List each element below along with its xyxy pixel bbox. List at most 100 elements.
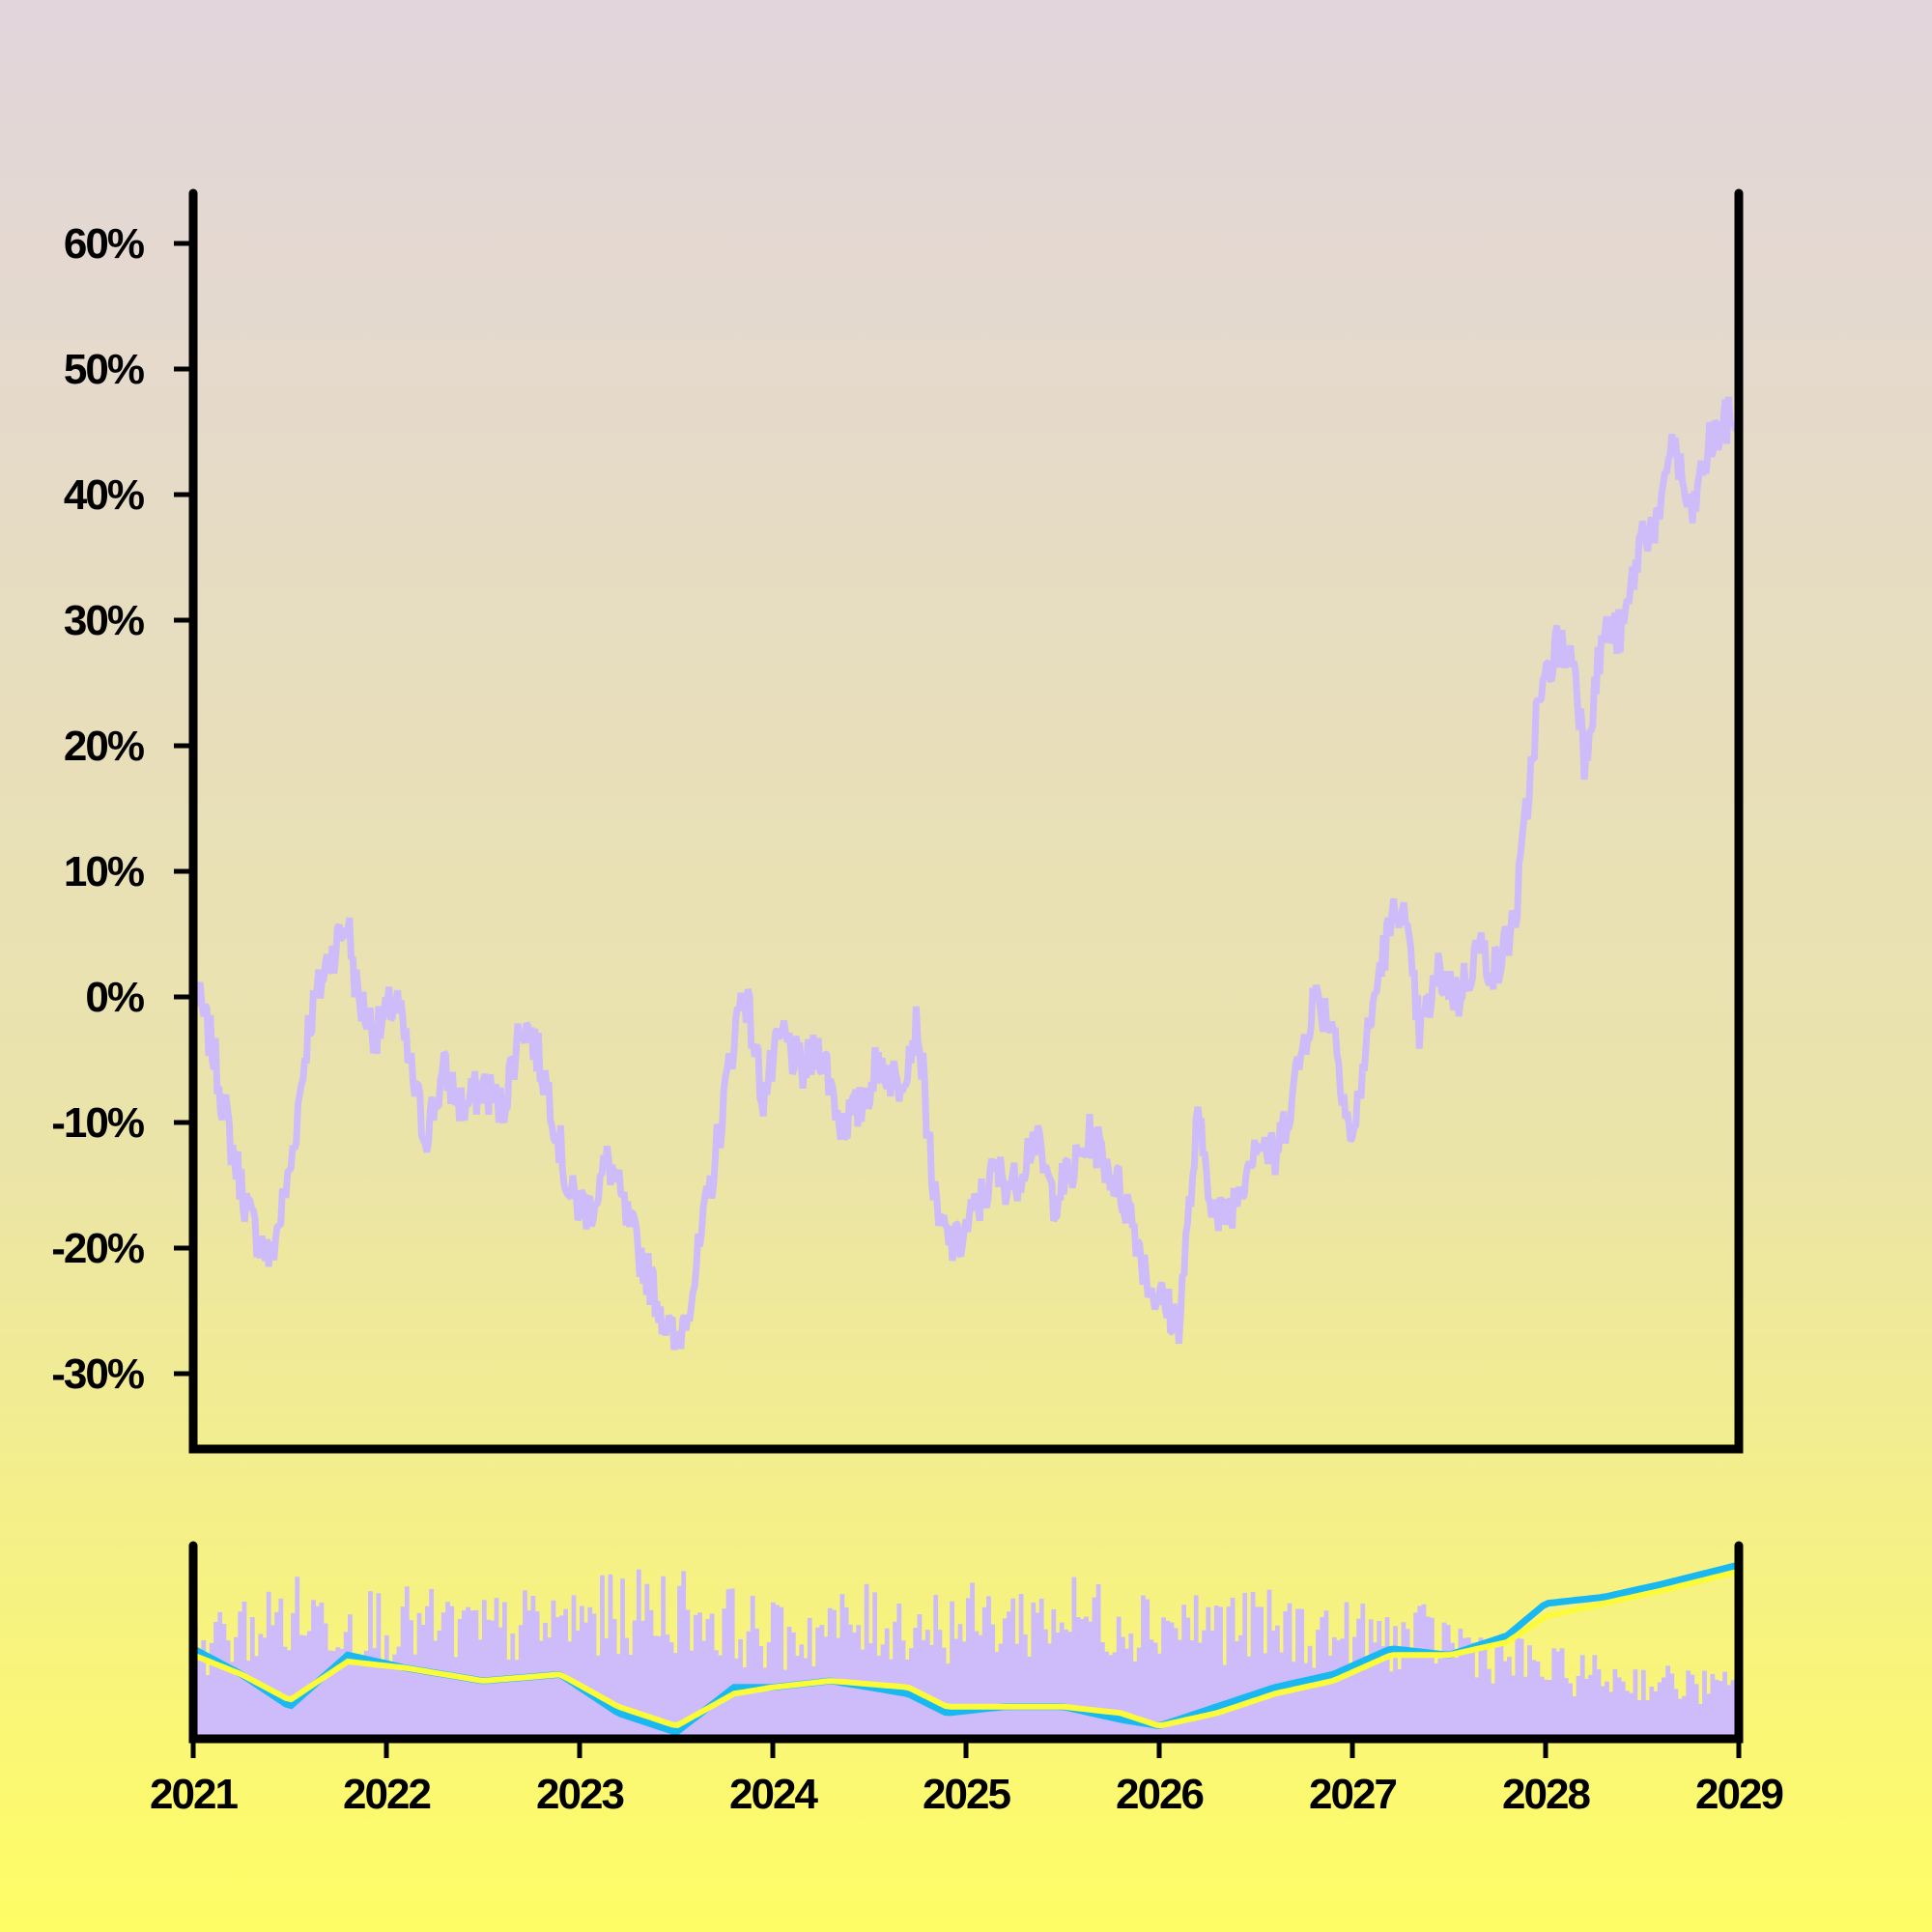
- volume-bar: [514, 1660, 520, 1739]
- volume-bar: [197, 1651, 202, 1739]
- volume-bar: [1527, 1645, 1532, 1739]
- volume-bar: [1336, 1640, 1341, 1739]
- volume-bar: [205, 1675, 211, 1739]
- volume-bar: [1384, 1617, 1390, 1739]
- volume-bar: [1112, 1652, 1118, 1739]
- y-tick-label: 50%: [64, 346, 144, 393]
- volume-bar: [1653, 1690, 1659, 1739]
- volume-bar: [1018, 1594, 1024, 1739]
- volume-bar: [348, 1614, 353, 1739]
- volume-bar: [1608, 1691, 1614, 1739]
- volume-bar: [538, 1640, 544, 1739]
- volume-bar: [1498, 1637, 1504, 1739]
- volume-bar: [661, 1576, 666, 1739]
- volume-bar: [1124, 1648, 1129, 1739]
- volume-bar: [359, 1658, 365, 1739]
- volume-bar: [860, 1649, 866, 1739]
- volume-bar: [1730, 1680, 1736, 1739]
- volume-bar: [543, 1622, 548, 1739]
- volume-bar: [587, 1606, 593, 1739]
- volume-bar: [701, 1640, 707, 1739]
- x-tick-label: 2023: [536, 1771, 623, 1818]
- y-tick-label: 0%: [85, 974, 143, 1021]
- x-tick-label: 2026: [1116, 1771, 1203, 1818]
- volume-bar: [937, 1630, 943, 1739]
- volume-bar: [291, 1612, 296, 1739]
- volume-bar: [327, 1650, 332, 1739]
- volume-bar: [803, 1658, 809, 1739]
- volume-bar: [1458, 1629, 1463, 1739]
- volume-bar: [400, 1606, 406, 1739]
- volume-bar: [1465, 1637, 1471, 1739]
- volume-bar: [388, 1662, 393, 1739]
- volume-bar: [1421, 1604, 1427, 1739]
- volume-bar: [1303, 1662, 1309, 1739]
- volume-bar: [799, 1644, 805, 1739]
- x-tick-label: 2024: [729, 1771, 818, 1818]
- volume-bar: [510, 1634, 516, 1739]
- volume-bar: [1531, 1660, 1537, 1739]
- volume-bar: [876, 1655, 882, 1739]
- volume-bar: [1714, 1679, 1719, 1739]
- volume-bar: [677, 1585, 682, 1739]
- y-tick-label: -10%: [51, 1099, 144, 1147]
- volume-bar: [563, 1608, 568, 1739]
- volume-bar: [551, 1600, 556, 1739]
- volume-bar: [685, 1609, 691, 1739]
- volume-bar: [1405, 1629, 1410, 1739]
- volume-bar: [591, 1613, 597, 1739]
- volume-bar: [1173, 1628, 1179, 1739]
- volume-bar: [1010, 1598, 1016, 1739]
- volume-bar: [547, 1637, 553, 1739]
- volume-bar: [1502, 1661, 1508, 1739]
- volume-bar: [335, 1647, 341, 1739]
- volume-bar: [1662, 1677, 1666, 1739]
- volume-bar: [1470, 1642, 1475, 1739]
- volume-bar: [729, 1588, 735, 1739]
- volume-bar: [620, 1578, 625, 1739]
- volume-bar: [1108, 1655, 1114, 1739]
- volume-bar: [420, 1625, 426, 1739]
- volume-bar: [1625, 1690, 1630, 1739]
- volume-bar: [994, 1652, 1000, 1739]
- volume-bar: [1189, 1640, 1195, 1739]
- volume-bar: [1079, 1619, 1085, 1739]
- volume-bar: [652, 1635, 658, 1739]
- volume-bar: [384, 1634, 389, 1739]
- volume-bar: [665, 1634, 670, 1739]
- volume-bar: [957, 1624, 963, 1739]
- volume-bar: [1327, 1655, 1333, 1739]
- volume-bar: [323, 1623, 328, 1739]
- volume-bar: [1543, 1679, 1548, 1739]
- volume-bar: [1690, 1674, 1695, 1739]
- volume-bar: [372, 1648, 378, 1739]
- volume-bar: [904, 1660, 910, 1739]
- volume-bar: [913, 1628, 919, 1739]
- volume-bar: [1693, 1684, 1699, 1739]
- volume-bar: [1055, 1633, 1061, 1739]
- volume-bar: [1234, 1641, 1239, 1739]
- volume-bar: [339, 1648, 345, 1739]
- chart-lines: [191, 396, 1743, 1735]
- volume-bar: [1559, 1648, 1565, 1739]
- volume-bar: [1706, 1693, 1712, 1739]
- volume-bar: [1145, 1599, 1151, 1739]
- volume-bar: [453, 1657, 459, 1739]
- y-tick-label: 20%: [64, 723, 144, 770]
- volume-bar: [990, 1624, 996, 1739]
- y-tick-label: 40%: [64, 471, 144, 519]
- volume-bar: [1408, 1658, 1414, 1739]
- volume-bar: [1522, 1676, 1528, 1739]
- volume-bar: [1035, 1612, 1040, 1739]
- volume-bar: [1152, 1642, 1158, 1739]
- volume-bar: [217, 1611, 223, 1739]
- volume-bar: [811, 1665, 816, 1739]
- volume-bar: [201, 1640, 207, 1739]
- volume-bar: [921, 1639, 926, 1739]
- volume-bar: [1238, 1634, 1243, 1739]
- x-axis-ticks: 2021 2022 2023 2024 2025 2026 2027 2028 2029: [150, 1739, 1784, 1818]
- volume-bar: [1084, 1616, 1089, 1739]
- volume-bar: [242, 1602, 247, 1739]
- volume-bar: [1156, 1653, 1162, 1739]
- x-tick-label: 2025: [923, 1771, 1010, 1818]
